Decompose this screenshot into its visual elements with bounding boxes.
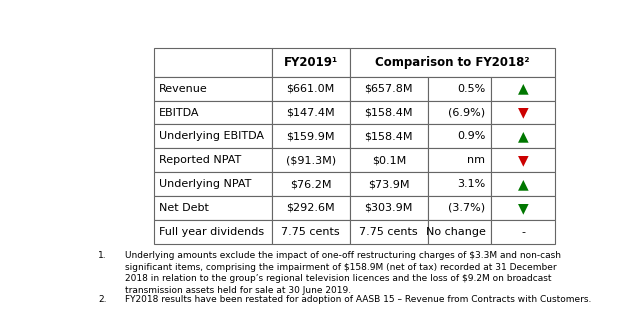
Bar [154,220,272,244]
Text: -: - [521,227,525,237]
Text: (6.9%): (6.9%) [449,108,486,118]
Bar [350,172,428,196]
Bar [491,148,555,172]
Text: $158.4M: $158.4M [365,108,413,118]
Text: 7.75 cents: 7.75 cents [360,227,418,237]
Bar [272,125,350,148]
Bar [154,148,272,172]
Text: Net Debt: Net Debt [159,203,209,213]
Bar [491,172,555,196]
Bar [428,125,491,148]
Bar [154,101,272,125]
Bar [350,220,428,244]
Text: EBITDA: EBITDA [159,108,200,118]
Text: Underlying NPAT: Underlying NPAT [159,179,252,189]
Bar [272,101,350,125]
Bar [154,48,272,77]
Text: ▼: ▼ [518,201,529,215]
Text: $303.9M: $303.9M [365,203,413,213]
Bar [428,172,491,196]
Bar [428,196,491,220]
Bar [491,220,555,244]
Bar [154,172,272,196]
Text: $159.9M: $159.9M [287,131,335,141]
Text: Full year dividends: Full year dividends [159,227,265,237]
Bar [491,196,555,220]
Text: No change: No change [426,227,486,237]
Text: 7.75 cents: 7.75 cents [282,227,340,237]
Bar [272,148,350,172]
Text: $147.4M: $147.4M [287,108,335,118]
Bar [491,125,555,148]
Text: Revenue: Revenue [159,84,208,94]
Text: ▲: ▲ [518,177,529,191]
Bar [428,148,491,172]
Text: $0.1M: $0.1M [372,155,406,165]
Text: ▼: ▼ [518,153,529,167]
Bar [491,77,555,101]
Text: $657.8M: $657.8M [365,84,413,94]
Text: ▲: ▲ [518,82,529,96]
Text: nm: nm [467,155,486,165]
Text: ($91.3M): ($91.3M) [285,155,336,165]
Bar [272,48,350,77]
Text: $661.0M: $661.0M [287,84,335,94]
Text: Underlying amounts exclude the impact of one-off restructuring charges of $3.3M : Underlying amounts exclude the impact of… [125,251,561,295]
Text: 3.1%: 3.1% [457,179,486,189]
Text: ▼: ▼ [518,106,529,120]
Bar [272,172,350,196]
Text: 2.: 2. [98,295,106,304]
Text: Underlying EBITDA: Underlying EBITDA [159,131,265,141]
Text: Comparison to FY2018²: Comparison to FY2018² [375,56,529,69]
Text: 1.: 1. [98,251,107,260]
Bar [272,220,350,244]
Bar [350,148,428,172]
Bar [154,77,272,101]
Bar [491,101,555,125]
Bar [154,196,272,220]
Bar [350,48,555,77]
Bar [350,125,428,148]
Text: $76.2M: $76.2M [290,179,331,189]
Text: 0.9%: 0.9% [457,131,486,141]
Text: Reported NPAT: Reported NPAT [159,155,241,165]
Bar [428,220,491,244]
Bar [272,196,350,220]
Bar [272,77,350,101]
Text: FY2019¹: FY2019¹ [284,56,338,69]
Bar [350,101,428,125]
Bar [428,101,491,125]
Text: (3.7%): (3.7%) [449,203,486,213]
Bar [154,125,272,148]
Text: FY2018 results have been restated for adoption of AASB 15 – Revenue from Contrac: FY2018 results have been restated for ad… [125,295,592,304]
Bar [350,77,428,101]
Text: $73.9M: $73.9M [368,179,410,189]
Bar [350,196,428,220]
Bar [428,77,491,101]
Text: $292.6M: $292.6M [287,203,335,213]
Text: $158.4M: $158.4M [365,131,413,141]
Text: ▲: ▲ [518,129,529,143]
Text: 0.5%: 0.5% [457,84,486,94]
